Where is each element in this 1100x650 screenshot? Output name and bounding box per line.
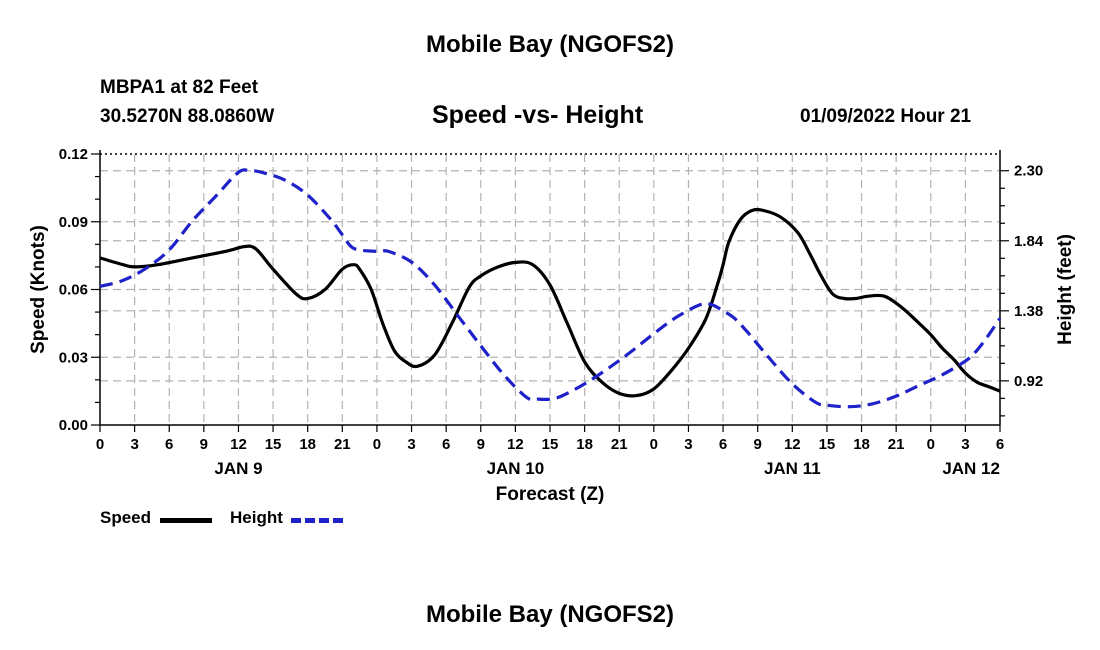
x-tick-label: 15 [819,436,836,453]
y-tick-label-right: 0.92 [1014,373,1043,390]
chart-subtitle: Speed -vs- Height [432,101,644,129]
forecast-datetime: 01/09/2022 Hour 21 [800,106,972,127]
chart-title: Mobile Bay (NGOFS2) [425,31,675,58]
x-tick-label: 9 [200,436,208,453]
y-tick-label-left: 0.03 [59,349,88,366]
x-tick-label: 12 [507,436,524,453]
series-speed-line [99,207,1001,398]
bottom-title: Mobile Bay (NGOFS2) [425,601,675,628]
x-tick-label: 6 [165,436,173,453]
x-tick-label: 3 [407,436,415,453]
x-day-label: JAN 11 [764,459,821,478]
legend-speed-swatch [160,518,212,523]
x-day-label: JAN 12 [942,459,1000,478]
x-tick-label: 0 [650,436,658,453]
x-tick-label: 18 [576,436,593,453]
x-tick-label: 3 [961,436,969,453]
station-coordinates: 30.5270N 88.0860W [100,106,275,127]
x-tick-label: 15 [542,436,559,453]
x-tick-label: 21 [888,436,905,453]
x-tick-label: 21 [611,436,628,453]
x-day-label: JAN 9 [214,459,262,478]
x-tick-label: 0 [373,436,381,453]
x-tick-label: 6 [442,436,450,453]
y-tick-label-left: 0.09 [59,214,88,231]
x-tick-label: 9 [754,436,762,453]
x-tick-label: 3 [684,436,692,453]
y-axis-title-right: Height (feet) [1055,234,1076,345]
y-tick-label-right: 2.30 [1014,163,1043,180]
x-tick-label: 15 [265,436,282,453]
x-tick-label: 0 [927,436,935,453]
y-tick-label-left: 0.00 [59,417,88,434]
legend-height-label: Height [230,508,283,527]
legend-height-swatch [291,518,343,523]
x-tick-label: 6 [719,436,727,453]
x-tick-label: 9 [477,436,485,453]
y-tick-label-left: 0.06 [59,282,88,299]
x-tick-label: 6 [996,436,1004,453]
legend-speed-label: Speed [100,508,152,527]
x-tick-label: 12 [784,436,801,453]
x-day-label: JAN 10 [487,459,545,478]
x-axis-title: Forecast (Z) [496,484,605,505]
y-tick-label-right: 1.84 [1014,233,1044,250]
y-tick-label-right: 1.38 [1014,303,1043,320]
x-tick-label: 18 [299,436,316,453]
x-tick-label: 12 [230,436,247,453]
y-tick-label-left: 0.12 [59,146,88,163]
series-height-line [99,168,1002,409]
station-label: MBPA1 at 82 Feet [100,77,259,98]
y-axis-title-left: Speed (Knots) [28,225,49,354]
x-tick-label: 3 [130,436,138,453]
x-tick-label: 18 [853,436,870,453]
x-tick-label: 21 [334,436,351,453]
x-tick-label: 0 [96,436,104,453]
